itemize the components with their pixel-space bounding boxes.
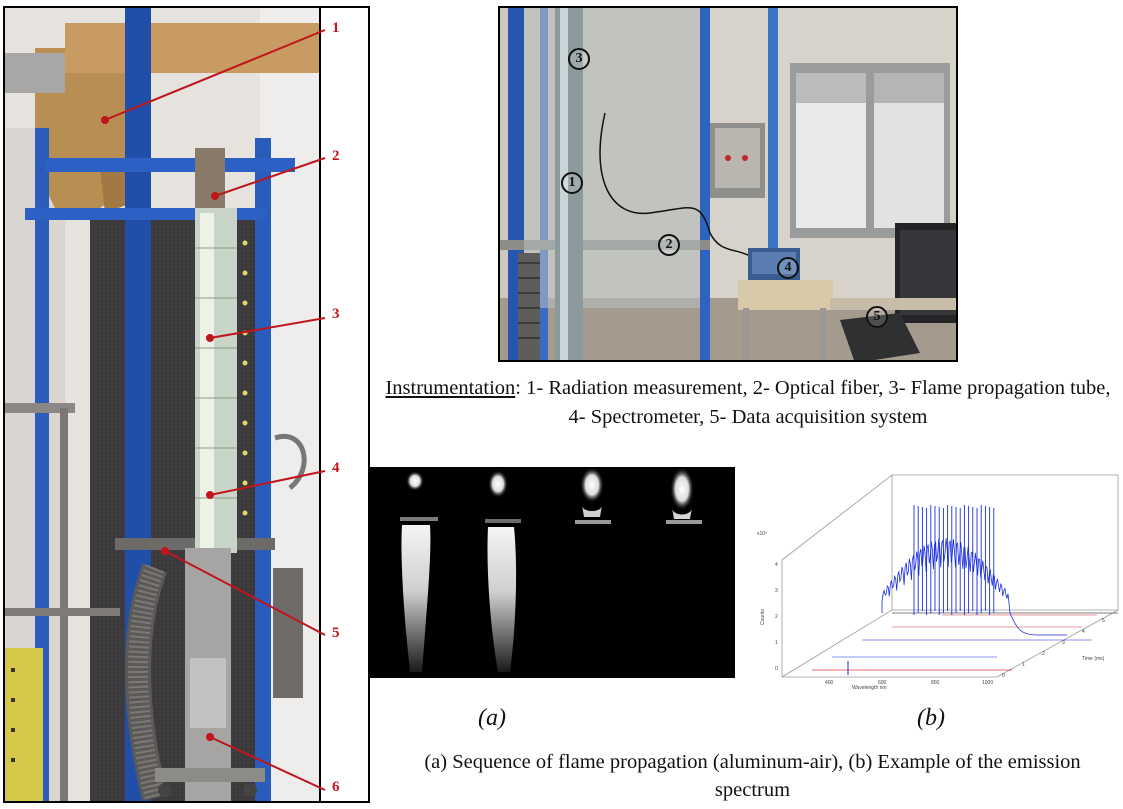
lab-marker-3: 3 bbox=[568, 48, 590, 70]
x-tick-600: 600 bbox=[878, 680, 887, 686]
lab-marker-4: 4 bbox=[777, 257, 799, 279]
x-tick-800: 800 bbox=[931, 680, 940, 686]
instrumentation-caption-text: : 1- Radiation measurement, 2- Optical f… bbox=[515, 377, 1111, 428]
lab-marker-5: 5 bbox=[866, 306, 888, 328]
y-tick-1: 1 bbox=[775, 640, 778, 646]
figure-caption: (a) Sequence of flame propagation (alumi… bbox=[424, 751, 1081, 801]
z-tick-0: 0 bbox=[1002, 673, 1005, 679]
z-tick-3: 3 bbox=[1062, 640, 1065, 646]
z-tick-1: 1 bbox=[1022, 662, 1025, 668]
z-axis-label: Time (ms) bbox=[1082, 656, 1105, 662]
x-axis-label: Wavelength nm bbox=[852, 685, 887, 691]
lab-marker-2: 2 bbox=[658, 234, 680, 256]
lab-marker-1: 1 bbox=[561, 172, 583, 194]
callout-label-3: 3 bbox=[332, 306, 340, 322]
subfigure-label-b: (b) bbox=[917, 705, 945, 731]
flame-propagation-sequence bbox=[370, 467, 735, 678]
callout-label-1: 1 bbox=[332, 20, 340, 36]
setup-photo-drawing bbox=[5, 8, 368, 801]
y-tick-4: 4 bbox=[775, 562, 778, 568]
callout-label-6: 6 bbox=[332, 779, 340, 795]
instrumentation-caption: Instrumentation: 1- Radiation measuremen… bbox=[378, 374, 1118, 432]
z-tick-2: 2 bbox=[1042, 651, 1045, 657]
y-tick-2: 2 bbox=[775, 614, 778, 620]
subfigure-label-a: (a) bbox=[478, 705, 506, 731]
y-axis-label: Counts bbox=[760, 609, 766, 625]
experimental-setup-photo: 1 2 3 4 5 6 bbox=[3, 6, 370, 803]
flame-sequence-drawing bbox=[370, 467, 735, 678]
instrumentation-photo: 3 1 2 4 5 bbox=[498, 6, 958, 362]
y-tick-3: 3 bbox=[775, 588, 778, 594]
emission-spectrum-svg: x10³ Counts Wavelength nm Time (ms) 400 … bbox=[757, 474, 1119, 691]
z-tick-4: 4 bbox=[1082, 629, 1085, 635]
callout-label-5: 5 bbox=[332, 625, 340, 641]
y-multiplier-label: x10³ bbox=[757, 531, 767, 537]
y-tick-0: 0 bbox=[775, 666, 778, 672]
callout-label-2: 2 bbox=[332, 148, 340, 164]
instrumentation-caption-lead: Instrumentation bbox=[385, 377, 516, 399]
emission-spectrum-plot: x10³ Counts Wavelength nm Time (ms) 400 … bbox=[752, 465, 1120, 693]
callout-label-4: 4 bbox=[332, 460, 340, 476]
spectrum-envelope bbox=[881, 538, 1067, 636]
x-tick-400: 400 bbox=[825, 680, 834, 686]
z-tick-5: 5 bbox=[1102, 618, 1105, 624]
x-tick-1000: 1000 bbox=[982, 680, 993, 686]
spectrum-peaks bbox=[881, 505, 1067, 636]
